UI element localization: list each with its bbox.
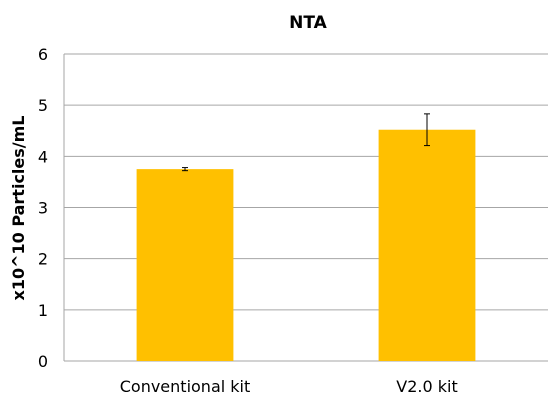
error-bars (182, 113, 430, 172)
x-tick-label: Conventional kit (120, 377, 251, 396)
y-tick-label: 0 (38, 352, 48, 371)
bar-1 (136, 169, 234, 361)
x-tick-label: V2.0 kit (396, 377, 457, 396)
y-tick-label: 4 (38, 147, 48, 166)
y-tick-label: 3 (38, 199, 48, 218)
bar-2 (378, 129, 476, 361)
chart-title: NTA (289, 13, 328, 33)
y-tick-label: 6 (38, 45, 48, 64)
y-tick-label: 2 (38, 250, 48, 269)
y-axis-label: x10^10 Particles/mL (9, 116, 28, 301)
y-tick-label: 1 (38, 301, 48, 320)
tick-labels: 0 1 2 3 4 5 6 Conventional kit V2.0 kit (38, 45, 458, 396)
y-tick-label: 5 (38, 96, 48, 115)
bars (136, 129, 476, 361)
